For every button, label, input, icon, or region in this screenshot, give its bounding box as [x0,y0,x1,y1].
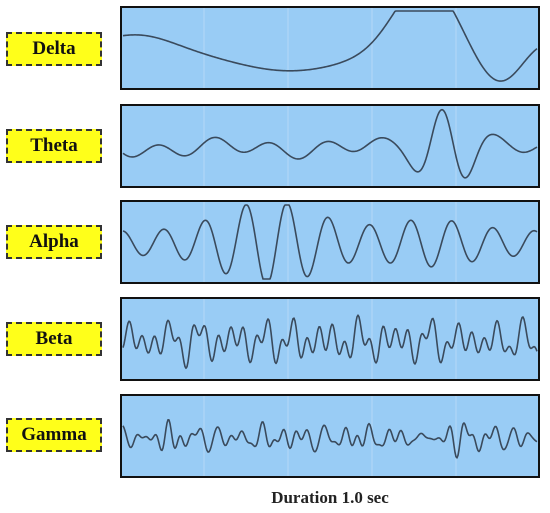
panel-background [121,7,539,89]
panel-frame [120,297,540,381]
waveform-panel-delta [120,6,540,90]
panel-grid [203,202,457,282]
panel-grid [203,106,457,186]
panel-grid [203,299,457,379]
waveform-panel-alpha [120,200,540,284]
waveform-panel-beta [120,297,540,381]
gamma-wave-line [122,418,538,459]
panel-background [121,105,539,187]
delta-wave-line [122,10,538,82]
theta-waveform [120,104,540,188]
band-label-delta: Delta [6,32,102,66]
theta-wave-line [122,108,538,179]
panel-frame [120,394,540,478]
alpha-wave-line [122,204,538,280]
panel-background [121,298,539,380]
panel-background [121,395,539,477]
gamma-waveform [120,394,540,478]
duration-caption: Duration 1.0 sec [271,488,389,507]
panel-frame [120,104,540,188]
alpha-waveform [120,200,540,284]
panel-grid [203,8,457,88]
delta-waveform [120,6,540,90]
band-label-beta: Beta [6,322,102,356]
panel-background [121,201,539,283]
panel-grid [203,396,457,476]
beta-wave-line [122,314,538,370]
band-label-theta: Theta [6,129,102,163]
band-label-alpha: Alpha [6,225,102,259]
panel-frame [120,6,540,90]
panel-frame [120,200,540,284]
waveform-panel-theta [120,104,540,188]
beta-waveform [120,297,540,381]
waveform-panel-gamma [120,394,540,478]
band-label-gamma: Gamma [6,418,102,452]
